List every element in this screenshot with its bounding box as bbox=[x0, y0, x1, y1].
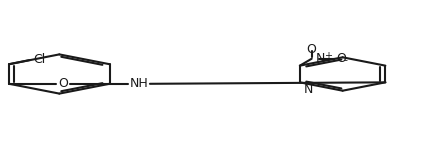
Text: O: O bbox=[307, 43, 317, 56]
Text: +: + bbox=[324, 51, 332, 61]
Text: -: - bbox=[344, 55, 348, 65]
Text: Cl: Cl bbox=[33, 53, 45, 66]
Text: O: O bbox=[58, 77, 68, 90]
Text: NH: NH bbox=[130, 77, 148, 90]
Text: O: O bbox=[336, 52, 346, 65]
Text: N: N bbox=[304, 83, 314, 96]
Text: N: N bbox=[316, 52, 325, 65]
